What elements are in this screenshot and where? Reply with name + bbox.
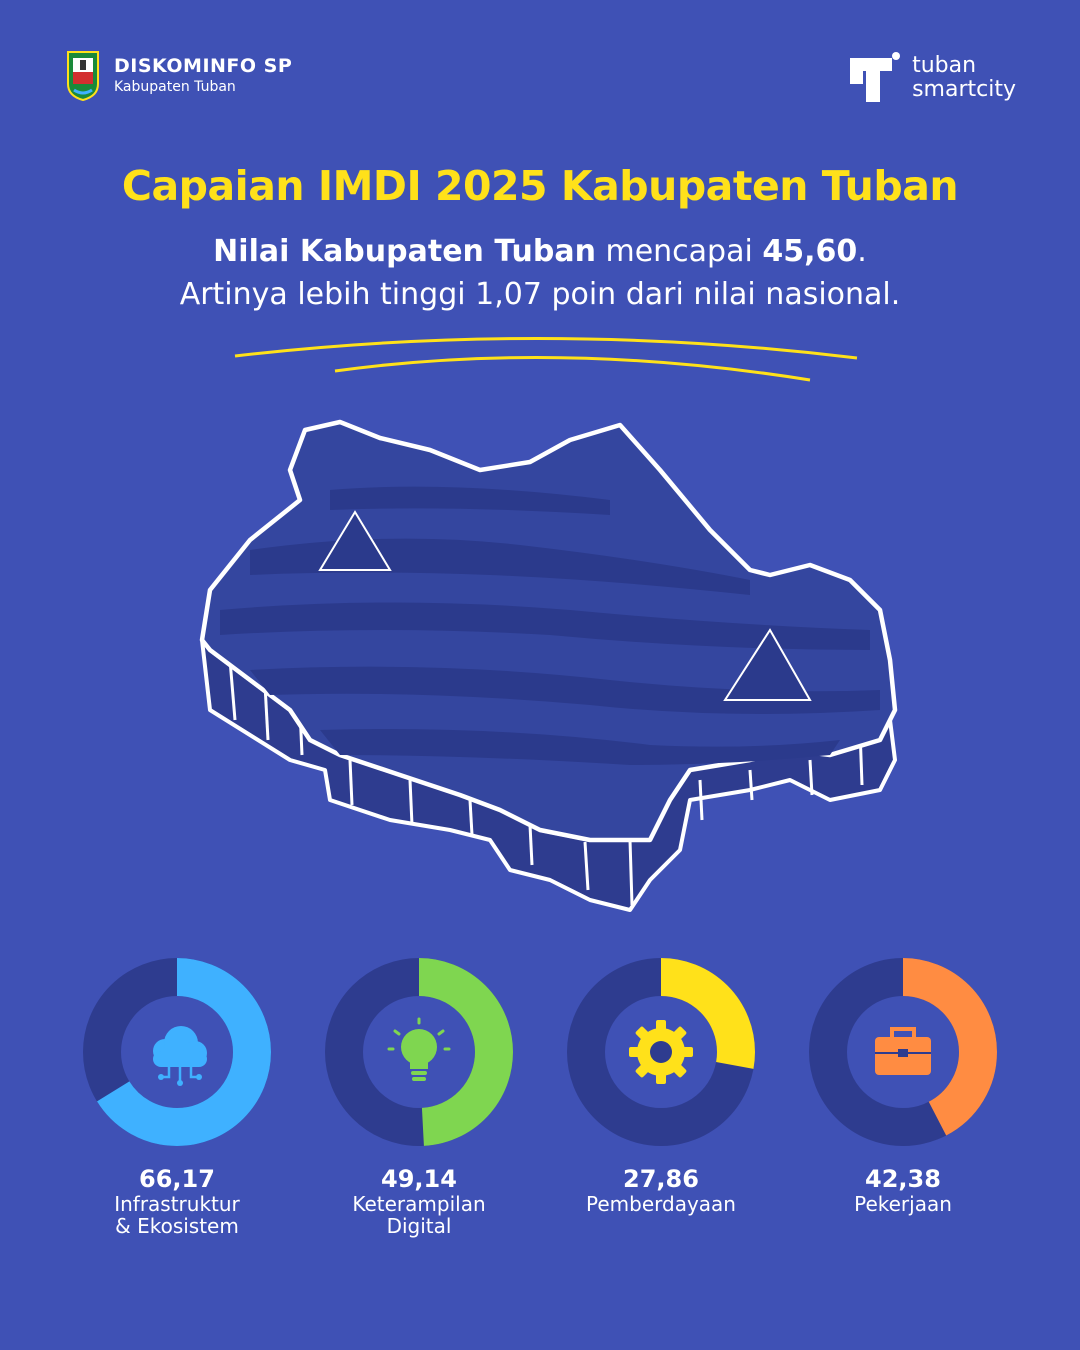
donut-item: 66,17 Infrastruktur & Ekosistem <box>77 955 277 1237</box>
donut-label: Pemberdayaan <box>586 1192 736 1216</box>
lightbulb-icon <box>387 1017 451 1081</box>
subtitle-line1: Nilai Kabupaten Tuban mencapai 45,60. <box>0 230 1080 273</box>
donut-arc <box>809 958 997 1146</box>
subtitle-line2: Artinya lebih tinggi 1,07 poin dari nila… <box>179 277 901 312</box>
donut-value: 42,38 <box>865 1165 941 1193</box>
donut-label: Digital <box>386 1214 452 1238</box>
donut-value: 27,86 <box>623 1165 699 1193</box>
smartcity-brand: tuban smartcity <box>848 50 1016 106</box>
donut-chart <box>809 958 997 1146</box>
brand-right-line2: smartcity <box>912 77 1016 102</box>
brand-left-subtitle: Kabupaten Tuban <box>114 78 236 95</box>
donut-value: 49,14 <box>381 1165 457 1193</box>
donut-arc <box>567 958 755 1146</box>
tuban-emblem-icon <box>67 51 99 102</box>
donut-label: Keterampilan <box>352 1192 486 1216</box>
donut-chart <box>83 958 271 1146</box>
donut-arc <box>325 958 513 1146</box>
donut-item: 27,86 Pemberdayaan <box>561 955 761 1215</box>
donut-label: Pekerjaan <box>854 1192 952 1216</box>
page-title: Capaian IMDI 2025 Kabupaten Tuban <box>121 162 959 210</box>
donut-label: & Ekosistem <box>115 1214 239 1238</box>
cloud-network-icon <box>153 1026 207 1086</box>
donut-chart <box>567 958 755 1146</box>
donut-arc <box>83 958 271 1146</box>
tuban-map-illustration <box>199 419 898 912</box>
tuban-smartcity-logo-icon <box>850 52 901 102</box>
brand-left-title: DISKOMINFO SP <box>114 54 293 77</box>
subtitle-text2: . <box>857 234 867 269</box>
subtitle-bold2: 45,60 <box>762 234 858 269</box>
donut-item: 42,38 Pekerjaan <box>803 955 1003 1215</box>
subtitle-bold1: Nilai Kabupaten Tuban <box>213 234 596 269</box>
donut-chart <box>325 958 513 1146</box>
donut-value: 66,17 <box>139 1165 215 1193</box>
gear-icon <box>629 1020 693 1084</box>
diskominfo-brand: DISKOMINFO SP Kabupaten Tuban <box>64 48 292 102</box>
donut-label: Infrastruktur <box>114 1192 240 1216</box>
subtitle-text1: mencapai <box>595 234 763 269</box>
briefcase-icon <box>875 1027 931 1075</box>
donut-item: 49,14 Keterampilan Digital <box>319 955 519 1237</box>
page-subtitle: Nilai Kabupaten Tuban mencapai 45,60. Ar… <box>0 230 1080 316</box>
decorative-arcs <box>234 336 858 382</box>
brand-right-line1: tuban <box>912 52 977 78</box>
